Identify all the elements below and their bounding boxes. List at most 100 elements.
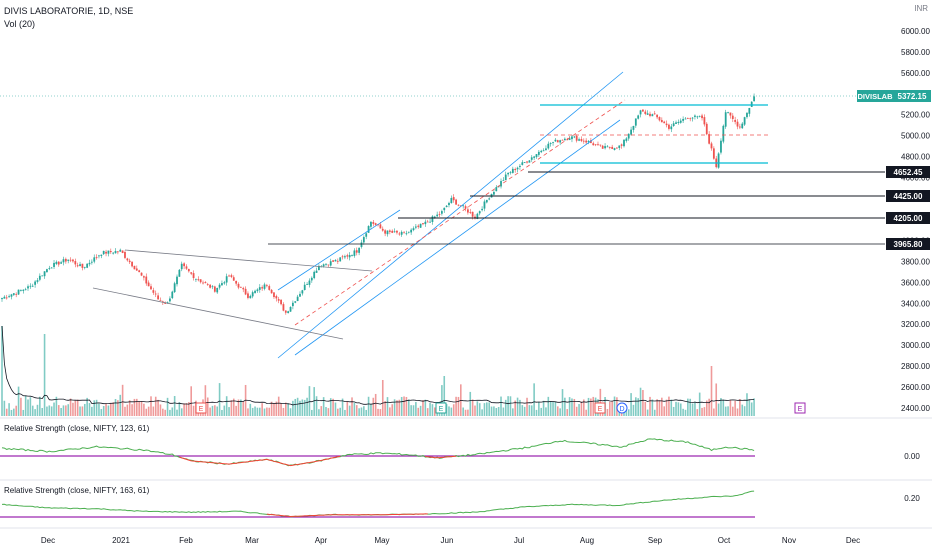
candle-body bbox=[365, 233, 368, 237]
volume-bar bbox=[412, 405, 415, 416]
volume-bar bbox=[223, 405, 226, 416]
time-axis-tick: Dec bbox=[846, 536, 860, 545]
volume-bar bbox=[748, 399, 751, 416]
level-price-tag bbox=[886, 212, 930, 224]
volume-bar bbox=[497, 407, 500, 416]
candle-body bbox=[717, 153, 720, 168]
time-axis-tick: Nov bbox=[782, 536, 796, 545]
earnings-marker-label: E bbox=[439, 406, 444, 413]
volume-bar bbox=[206, 397, 209, 416]
candle-body bbox=[743, 117, 746, 125]
candle-body bbox=[568, 138, 571, 140]
volume-bar bbox=[180, 408, 183, 416]
volume-bar bbox=[39, 396, 41, 416]
volume-bar bbox=[705, 400, 708, 416]
earnings-marker-label: E bbox=[798, 406, 803, 413]
price-axis-tick: 4800.00 bbox=[901, 153, 930, 162]
candle-body bbox=[296, 296, 299, 302]
candle-body bbox=[736, 121, 739, 127]
volume-bar bbox=[488, 402, 490, 416]
candle-body bbox=[355, 250, 358, 253]
rs163-below-line bbox=[266, 513, 428, 517]
volume-bar bbox=[381, 380, 384, 416]
price-axis-tick: 2600.00 bbox=[901, 383, 930, 392]
volume-bar bbox=[625, 409, 628, 416]
volume-bar bbox=[384, 401, 386, 416]
level-price-tag bbox=[886, 238, 930, 250]
volume-bar bbox=[724, 406, 727, 416]
volume-bar bbox=[590, 398, 592, 416]
volume-bar bbox=[743, 406, 746, 416]
volume-bar bbox=[296, 397, 299, 416]
volume-bar bbox=[360, 407, 363, 416]
volume-bar bbox=[355, 405, 358, 416]
volume-bar bbox=[448, 406, 450, 416]
volume-bar bbox=[739, 399, 741, 416]
volume-bar bbox=[131, 404, 133, 416]
volume-bar bbox=[65, 405, 67, 416]
candle-body bbox=[8, 296, 10, 298]
volume-bar bbox=[166, 397, 169, 416]
volume-bar bbox=[606, 408, 609, 416]
volume-bar bbox=[540, 407, 543, 416]
volume-bar bbox=[445, 404, 448, 416]
volume-bar bbox=[609, 401, 611, 416]
candle-body bbox=[443, 207, 446, 211]
volume-bar bbox=[143, 403, 145, 416]
volume-bar bbox=[76, 399, 79, 416]
candle-body bbox=[448, 202, 450, 206]
volume-bar bbox=[639, 387, 642, 416]
candle-body bbox=[398, 233, 401, 235]
candle-body bbox=[476, 213, 479, 219]
time-axis-tick: May bbox=[374, 536, 389, 545]
candle-body bbox=[17, 289, 20, 295]
level-price-tag bbox=[886, 190, 930, 202]
candle-body bbox=[268, 286, 271, 290]
candle-body bbox=[154, 293, 157, 295]
candle-body bbox=[100, 254, 103, 256]
candles bbox=[1, 93, 755, 315]
volume-bar bbox=[263, 408, 266, 416]
rs163-title: Relative Strength (close, NIFTY, 163, 61… bbox=[4, 486, 150, 495]
candle-body bbox=[27, 286, 29, 289]
volume-bar bbox=[429, 402, 431, 416]
candle-body bbox=[105, 251, 107, 254]
volume-bar bbox=[424, 399, 427, 416]
candle-body bbox=[412, 228, 415, 231]
candle-body bbox=[381, 228, 384, 231]
volume-bar bbox=[535, 409, 538, 416]
candle-body bbox=[526, 161, 528, 163]
candle-body bbox=[79, 264, 81, 266]
candle-body bbox=[459, 205, 462, 207]
candle-body bbox=[318, 265, 320, 271]
volume-bar bbox=[81, 406, 84, 416]
candle-body bbox=[691, 117, 694, 119]
candle-body bbox=[62, 259, 65, 263]
candle-body bbox=[686, 118, 689, 119]
candle-body bbox=[679, 120, 682, 123]
volume-bar bbox=[24, 396, 27, 416]
candle-body bbox=[396, 230, 398, 233]
candle-body bbox=[192, 273, 195, 279]
channel-upper-short bbox=[277, 209, 401, 291]
volume-bar bbox=[348, 405, 351, 416]
candle-body bbox=[370, 221, 372, 227]
level-price-label: 3965.80 bbox=[894, 240, 923, 249]
volume-bar bbox=[133, 398, 136, 416]
candle-body bbox=[348, 255, 351, 258]
volume-bar bbox=[225, 396, 228, 416]
candle-body bbox=[88, 262, 91, 265]
candle-body bbox=[436, 214, 439, 217]
volume-bar bbox=[152, 406, 155, 416]
earnings-marker-label: E bbox=[199, 406, 204, 413]
volume-bar bbox=[308, 386, 311, 416]
candle-body bbox=[703, 117, 706, 125]
candle-body bbox=[431, 216, 434, 222]
volume-bar bbox=[611, 401, 613, 416]
candle-body bbox=[462, 205, 465, 207]
volume-bar bbox=[731, 406, 734, 416]
candle-body bbox=[675, 122, 677, 124]
volume-bar bbox=[658, 400, 661, 416]
candle-body bbox=[34, 281, 37, 285]
